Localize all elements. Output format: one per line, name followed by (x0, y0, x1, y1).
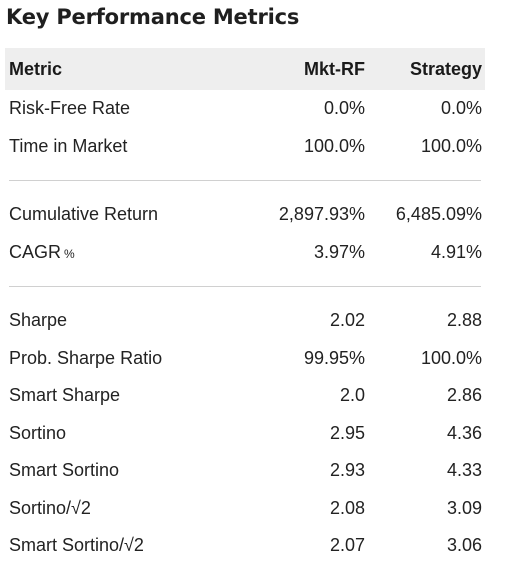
metric-name: Risk-Free Rate (9, 98, 131, 119)
metric-name: Cumulative Return (9, 204, 159, 225)
table-row: Sharpe 2.02 2.88 (5, 302, 485, 340)
mkt-rf-value: 2.02 (329, 310, 365, 331)
table-row: Time in Market 100.0% 100.0% (5, 128, 485, 166)
strategy-value: 100.0% (420, 347, 482, 368)
metric-name: Smart Sharpe (9, 385, 121, 406)
mkt-rf-value: 0.0% (323, 98, 365, 119)
table-row: Prob. Sharpe Ratio 99.95% 100.0% (5, 340, 485, 378)
table-header-row: Metric Mkt-RF Strategy (5, 48, 485, 90)
mkt-rf-value: 3.97% (313, 241, 365, 262)
table-row: Sortino 2.95 4.36 (5, 415, 485, 453)
mkt-rf-value: 2.08 (329, 497, 365, 518)
section-divider (9, 286, 481, 287)
mkt-rf-value: 2.07 (329, 535, 365, 556)
strategy-value: 3.06 (446, 535, 482, 556)
mkt-rf-value: 99.95% (303, 347, 365, 368)
metrics-table: Metric Mkt-RF Strategy Risk-Free Rate 0.… (5, 48, 485, 565)
mkt-rf-value: 100.0% (303, 135, 365, 156)
header-strategy: Strategy (409, 58, 482, 79)
mkt-rf-value: 2.93 (329, 460, 365, 481)
strategy-value: 2.88 (446, 310, 482, 331)
table-row: CAGR% 3.97% 4.91% (5, 234, 485, 272)
strategy-value: 100.0% (420, 135, 482, 156)
mkt-rf-value: 2.95 (329, 422, 365, 443)
header-mkt-rf: Mkt-RF (304, 58, 365, 79)
metric-name: Time in Market (9, 135, 128, 156)
mkt-rf-value: 2.0 (339, 385, 365, 406)
strategy-value: 2.86 (446, 385, 482, 406)
table-row: Smart Sortino/√2 2.07 3.06 (5, 527, 485, 565)
metric-name: Smart Sortino/√2 (9, 535, 144, 556)
metric-suffix: % (64, 246, 75, 261)
table-row: Cumulative Return 2,897.93% 6,485.09% (5, 196, 485, 234)
strategy-value: 4.33 (446, 460, 482, 481)
table-row: Smart Sortino 2.93 4.33 (5, 452, 485, 490)
table-row: Smart Sharpe 2.0 2.86 (5, 377, 485, 415)
metric-name: Smart Sortino (9, 460, 120, 481)
metric-name: Prob. Sharpe Ratio (9, 347, 163, 368)
metric-name: Sharpe (9, 310, 68, 331)
strategy-value: 6,485.09% (395, 204, 482, 225)
header-metric: Metric (9, 58, 63, 79)
page-title: Key Performance Metrics (6, 5, 300, 29)
metric-name: Sortino (9, 422, 67, 443)
table-row: Risk-Free Rate 0.0% 0.0% (5, 90, 485, 128)
metric-name: CAGR (9, 241, 62, 262)
strategy-value: 4.91% (430, 241, 482, 262)
metric-name-cagr: CAGR% (5, 242, 215, 263)
table-row: Sortino/√2 2.08 3.09 (5, 490, 485, 528)
strategy-value: 3.09 (446, 497, 482, 518)
strategy-value: 0.0% (440, 98, 482, 119)
metric-name: Sortino/√2 (9, 497, 91, 518)
strategy-value: 4.36 (446, 422, 482, 443)
section-divider (9, 180, 481, 181)
mkt-rf-value: 2,897.93% (278, 204, 365, 225)
